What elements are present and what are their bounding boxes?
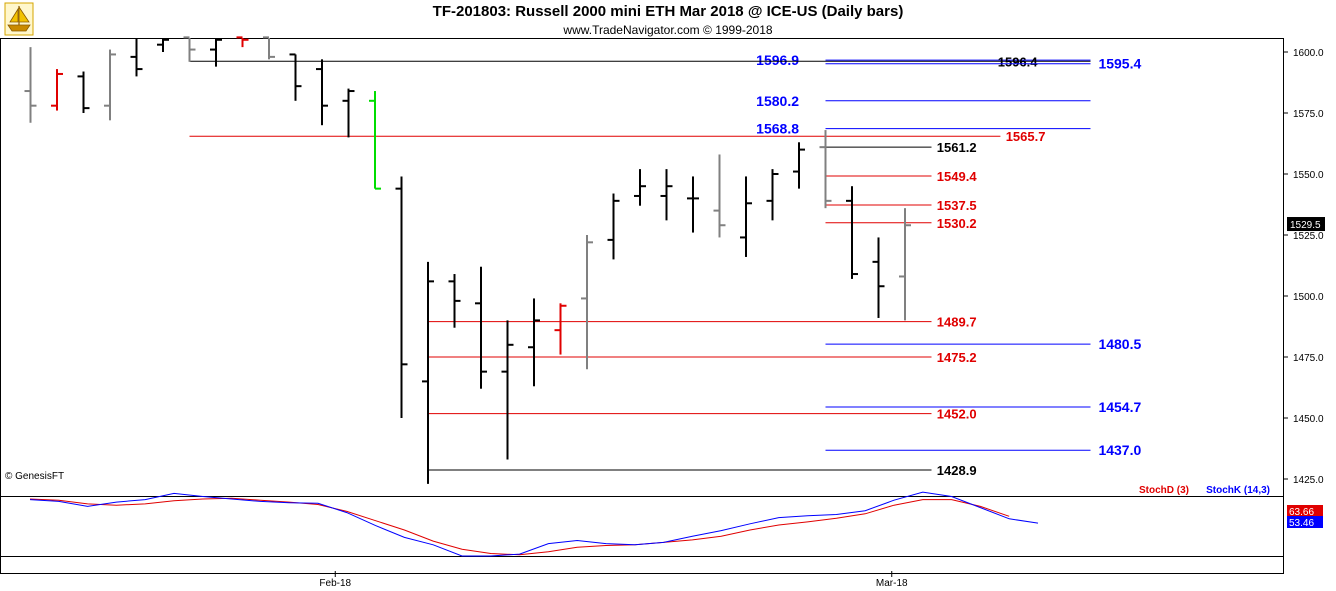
copyright-label: © GenesisFT — [5, 471, 64, 482]
last-price-label: 1529.5 — [1290, 220, 1321, 231]
ohlc-bar — [528, 298, 540, 387]
stoch-k-marker — [1287, 516, 1323, 528]
level-label: 1568.8 — [756, 121, 799, 137]
ohlc-bar — [51, 69, 63, 111]
ohlc-bar — [846, 186, 858, 279]
ohlc-bar — [183, 36, 196, 62]
x-tick-label: Feb-18 — [319, 578, 351, 589]
chart-subtitle: www.TradeNavigator.com © 1999-2018 — [563, 23, 773, 37]
ohlc-bar — [422, 261, 434, 484]
ohlc-bar — [475, 266, 487, 389]
y-tick-label: 1425.0 — [1293, 475, 1324, 486]
sailing-ship-logo-icon — [4, 2, 34, 36]
ohlc-bar — [236, 36, 249, 48]
ohlc-bar — [77, 71, 90, 113]
level-label: 1489.7 — [937, 315, 977, 330]
ohlc-bar — [554, 303, 567, 355]
ohlc-bar — [872, 237, 885, 318]
ohlc-bar — [581, 235, 593, 370]
ohlc-bar — [157, 38, 169, 52]
chart-frame — [0, 38, 1284, 574]
level-label: 1580.2 — [756, 93, 799, 109]
y-tick-label: 1600.0 — [1293, 48, 1324, 59]
legend-stochd: StochD (3) — [1139, 485, 1189, 496]
stochastic-panel: StochD (3) StochK (14,3) — [29, 485, 1270, 557]
level-label: 1561.2 — [937, 140, 977, 155]
level-label: 1596.9 — [756, 52, 799, 68]
level-label: 1537.5 — [937, 198, 977, 213]
ohlc-bar — [501, 320, 514, 460]
ohlc-bar — [104, 49, 116, 121]
ohlc-bar — [316, 59, 328, 126]
level-label: 1454.7 — [1098, 399, 1141, 415]
ohlc-bar — [819, 130, 832, 209]
ohlc-bar — [263, 36, 275, 60]
ohlc-bar — [687, 176, 699, 233]
ohlc-bar — [289, 53, 302, 101]
ohlc-bar — [448, 274, 461, 328]
ohlc-bar — [607, 193, 620, 260]
y-tick-label: 1525.0 — [1293, 231, 1324, 242]
ohlc-bar — [210, 38, 222, 67]
level-label: 1530.2 — [937, 216, 977, 231]
level-label: 1437.0 — [1098, 442, 1141, 458]
legend-stochk: StochK (14,3) — [1206, 485, 1270, 496]
y-tick-label: 1500.0 — [1293, 292, 1324, 303]
level-label: 1595.4 — [1098, 56, 1141, 72]
plot-border — [0, 38, 1284, 574]
stoch-d-marker — [1287, 505, 1323, 518]
level-label: 1452.0 — [937, 407, 977, 422]
ohlc-bar — [793, 142, 805, 189]
stoch-d-value: 63.66 — [1289, 507, 1314, 518]
stoch-k-value: 53.46 — [1289, 518, 1314, 529]
y-tick-label: 1475.0 — [1293, 353, 1324, 364]
ohlc-bar — [130, 38, 143, 77]
ohlc-bar — [634, 169, 646, 206]
level-label: 1480.5 — [1098, 336, 1141, 352]
date-axis: Feb-18 Mar-18 — [319, 571, 908, 589]
level-label: 1596.4 — [998, 54, 1039, 69]
x-tick-label: Mar-18 — [876, 578, 908, 589]
ohlc-bar — [660, 169, 673, 221]
ohlc-bar — [24, 47, 37, 123]
level-label: 1428.9 — [937, 463, 977, 478]
ohlc-bar — [899, 208, 911, 321]
ohlc-bar — [342, 88, 355, 138]
ohlc-bar — [395, 176, 408, 418]
level-label: 1549.4 — [937, 169, 978, 184]
chart-title: TF-201803: Russell 2000 mini ETH Mar 201… — [432, 3, 904, 20]
y-tick-label: 1550.0 — [1293, 170, 1324, 181]
level-label: 1565.7 — [1006, 129, 1046, 144]
ohlc-bar — [713, 154, 726, 238]
ohlc-bar — [740, 176, 752, 257]
last-price-marker — [1287, 217, 1325, 232]
stoch-line — [29, 491, 1039, 557]
price-axis: 1600.0 1575.0 1550.0 1525.0 1500.0 1475.0 1450… — [1283, 48, 1325, 529]
price-bars — [24, 36, 911, 484]
level-label: 1475.2 — [937, 350, 977, 365]
price-levels: 1596.9 1596.4 1595.4 1580.2 1568.8 1565.7 1561… — [189, 52, 1141, 478]
y-tick-label: 1450.0 — [1293, 414, 1324, 425]
ohlc-bar — [766, 169, 779, 221]
ohlc-bar — [369, 91, 381, 190]
stoch-line — [29, 497, 1010, 556]
y-tick-label: 1575.0 — [1293, 109, 1324, 120]
